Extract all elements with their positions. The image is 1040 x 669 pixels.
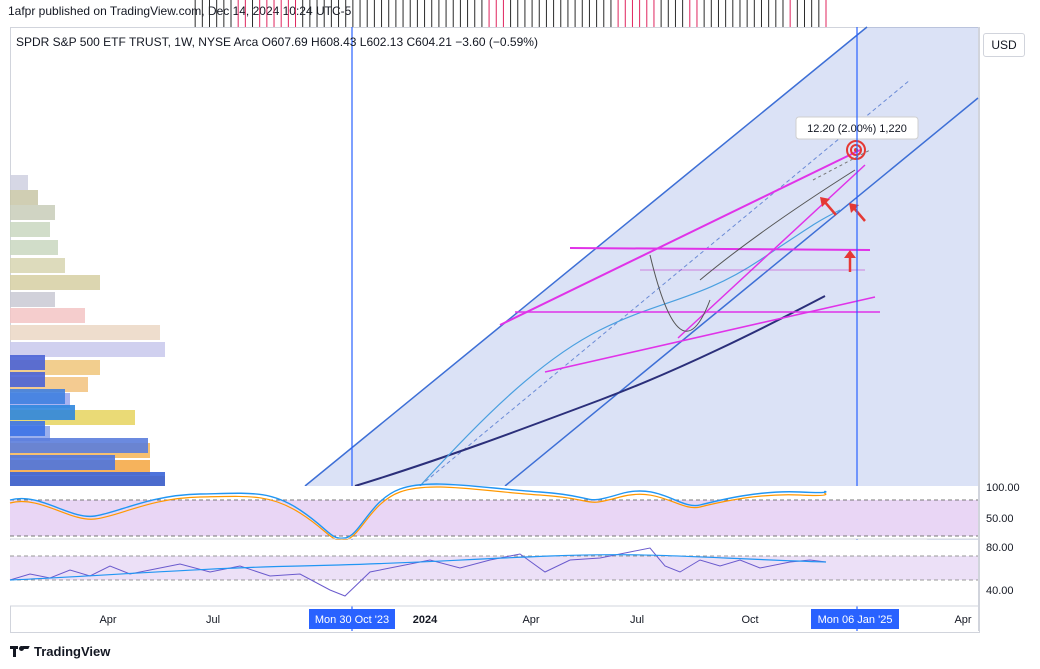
arrow-shaft bbox=[823, 200, 837, 216]
osc-2-scale-high: 80.00 bbox=[986, 542, 1014, 554]
time-highlight-right-text: Mon 06 Jan '25 bbox=[818, 614, 893, 626]
cup-curve bbox=[649, 254, 711, 332]
ohlc-high: H608.43 bbox=[311, 35, 357, 49]
volume-profile-bar bbox=[10, 405, 75, 420]
trendline-lower bbox=[544, 296, 876, 373]
time-axis-label: Jul bbox=[206, 614, 220, 626]
volume-profile-bar bbox=[10, 421, 45, 436]
channel-mid-line bbox=[419, 79, 911, 487]
osc-panel-2-zone bbox=[10, 556, 978, 580]
volume-profile-bar bbox=[10, 240, 58, 255]
trendline-rising bbox=[677, 164, 866, 339]
volume-profile-bar bbox=[10, 472, 165, 487]
volume-profile-bar bbox=[10, 455, 115, 470]
volume-profile-bar bbox=[10, 438, 148, 453]
arrow-head bbox=[820, 197, 830, 207]
volume-profile-bar bbox=[10, 222, 50, 237]
osc-1-line-orange bbox=[9, 486, 827, 541]
time-axis-label: Apr bbox=[522, 614, 539, 626]
trendline-resistance bbox=[569, 247, 871, 251]
footer-brand: TradingView bbox=[34, 644, 111, 659]
time-axis-label: Apr bbox=[954, 614, 971, 626]
time-axis-label: Apr bbox=[99, 614, 116, 626]
volume-profile-bar bbox=[10, 205, 55, 220]
osc-1-line-blue bbox=[9, 483, 827, 539]
ohlc-low: L602.13 bbox=[359, 35, 404, 49]
time-axis-label: Oct bbox=[741, 614, 758, 626]
ohlc-change: −3.60 (−0.59%) bbox=[455, 35, 538, 49]
price-axis[interactable] bbox=[978, 27, 1031, 631]
currency-button[interactable]: USD bbox=[983, 33, 1025, 57]
osc-2-signal bbox=[9, 554, 827, 581]
arrow-head bbox=[844, 250, 856, 258]
arc-curve bbox=[699, 169, 856, 281]
moving-average-fast bbox=[419, 209, 841, 487]
time-highlight-right bbox=[811, 609, 899, 629]
volume-profile-bar bbox=[10, 292, 55, 307]
volume-profile-bar bbox=[10, 275, 100, 290]
ohlc-close: C604.21 bbox=[406, 35, 452, 49]
volume-profile-bar bbox=[10, 175, 28, 190]
time-axis-label: Jul bbox=[630, 614, 644, 626]
red-arrow-icon bbox=[844, 250, 856, 272]
trendline-upper bbox=[499, 149, 861, 326]
tradingview-logo-icon bbox=[10, 645, 30, 658]
publisher-line: 1afpr published on TradingView.com, Dec … bbox=[8, 4, 352, 18]
ohlc-open: O607.69 bbox=[261, 35, 308, 49]
volume-profile-bar bbox=[10, 258, 65, 273]
osc-panel-1-zone bbox=[10, 500, 978, 536]
tradingview-footer: TradingView bbox=[10, 644, 110, 659]
channel-lower-line bbox=[504, 97, 979, 487]
osc-1-scale-high: 100.00 bbox=[986, 482, 1020, 494]
osc-2-scale-low: 40.00 bbox=[986, 585, 1014, 597]
volume-profile-bar bbox=[10, 372, 45, 387]
osc-1-scale-low: 50.00 bbox=[986, 513, 1014, 525]
volume-profile-bar bbox=[10, 389, 65, 404]
volume-profile-bar bbox=[10, 190, 38, 205]
symbol-legend: SPDR S&P 500 ETF TRUST, 1W, NYSE Arca O6… bbox=[16, 35, 538, 49]
channel-upper-line bbox=[304, 26, 868, 487]
volume-profile-bar bbox=[10, 342, 165, 357]
measure-line bbox=[812, 149, 871, 181]
time-axis-label: 2024 bbox=[413, 614, 438, 626]
time-highlight-left bbox=[309, 609, 395, 629]
arrow-shaft bbox=[852, 206, 866, 222]
moving-average-slow bbox=[354, 295, 826, 487]
volume-profile-bar bbox=[10, 355, 45, 370]
symbol-title: SPDR S&P 500 ETF TRUST, 1W, NYSE Arca bbox=[16, 35, 259, 49]
volume-profile-bar bbox=[10, 308, 85, 323]
target-icon bbox=[846, 140, 866, 160]
time-highlight-left-text: Mon 30 Oct '23 bbox=[315, 614, 389, 626]
red-arrow-icon bbox=[820, 197, 837, 216]
volume-profile-bar bbox=[10, 325, 160, 340]
osc-2-line bbox=[9, 547, 827, 597]
target-icon-inner bbox=[850, 144, 862, 156]
